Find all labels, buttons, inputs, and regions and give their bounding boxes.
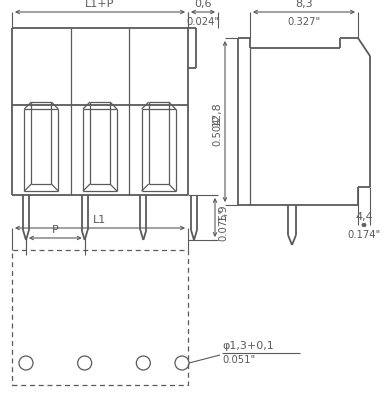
Text: 4,4: 4,4	[355, 212, 373, 222]
Text: 0.174": 0.174"	[347, 230, 381, 240]
Text: 0.075": 0.075"	[218, 208, 228, 241]
Text: 0,6: 0,6	[194, 0, 212, 9]
Bar	[12, 250, 188, 385]
Text: 0.327": 0.327"	[287, 17, 321, 27]
Text: 1,9: 1,9	[218, 204, 228, 221]
Text: L1+P: L1+P	[85, 0, 115, 9]
Text: 12,8: 12,8	[212, 101, 222, 126]
Text: 0.504": 0.504"	[212, 113, 222, 146]
Text: P: P	[52, 225, 59, 235]
Text: 0.024": 0.024"	[186, 17, 220, 27]
Text: 8,3: 8,3	[295, 0, 313, 9]
Text: 0.051": 0.051"	[222, 355, 255, 365]
Text: L1: L1	[93, 215, 106, 225]
Text: φ1,3+0,1: φ1,3+0,1	[222, 341, 274, 351]
